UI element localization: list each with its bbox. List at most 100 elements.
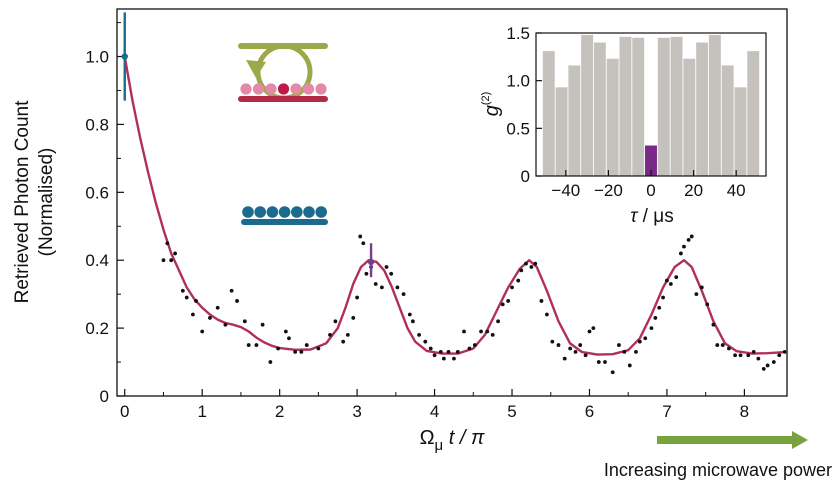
ground-atom [278, 206, 291, 218]
inset-bar [734, 87, 747, 176]
data-point [169, 258, 174, 263]
data-point [699, 285, 704, 290]
data-point [417, 332, 421, 337]
data-point [519, 268, 524, 273]
data-point [573, 349, 578, 354]
data-point [276, 346, 281, 351]
data-point [401, 292, 406, 297]
x-tick-label: 6 [585, 402, 594, 421]
data-point [254, 343, 259, 347]
data-point [452, 356, 456, 361]
inset-bar [542, 51, 555, 176]
data-point [756, 356, 761, 361]
pink-atom [252, 83, 265, 95]
inset-x-tick-label: 20 [684, 181, 703, 200]
data-point [358, 234, 363, 239]
data-point [395, 285, 400, 290]
data-point [591, 326, 596, 331]
ground-atom [266, 206, 279, 218]
inset-plot: −40 −20 0 20 40 0 0.5 1.0 1.5 g(2) τ / μs [480, 24, 767, 227]
inset-bars-group [542, 34, 760, 177]
data-point [777, 353, 782, 358]
data-point [364, 271, 369, 276]
inset-bar [708, 34, 721, 177]
data-point [510, 285, 514, 290]
inset-bar [683, 58, 696, 176]
data-point [455, 349, 460, 354]
ground-atom-row [242, 206, 328, 218]
data-point [410, 319, 415, 324]
data-point [223, 322, 228, 327]
data-point [246, 343, 251, 347]
pink-atom [315, 83, 327, 95]
x-tick-label: 5 [507, 402, 516, 421]
inset-x-axis-label-sym: τ [630, 206, 639, 227]
pink-atom [302, 83, 315, 95]
data-point [643, 336, 648, 341]
data-point [705, 302, 710, 307]
data-point [556, 343, 561, 347]
data-point [462, 329, 466, 334]
data-point [341, 339, 346, 344]
data-point [389, 271, 394, 276]
x-tick-label: 1 [197, 402, 206, 421]
x-tick-label: 7 [662, 402, 671, 421]
data-point [200, 329, 205, 334]
atom-line-red [238, 96, 328, 102]
error-bar-point [121, 53, 128, 60]
y-tick-label: 0.8 [85, 115, 109, 134]
data-point [637, 339, 642, 344]
data-point [428, 346, 433, 351]
x-axis-label-rest: t / π [443, 427, 485, 449]
power-arrow-head [792, 431, 808, 449]
data-point [268, 360, 273, 364]
inset-bar [555, 87, 568, 176]
data-point [596, 360, 601, 364]
atom-line-blue [241, 219, 328, 225]
data-point [751, 349, 756, 354]
data-point [617, 343, 621, 347]
data-point [674, 275, 679, 280]
data-point [208, 316, 212, 320]
data-point [746, 353, 751, 358]
pink-atom [240, 83, 252, 95]
data-point [694, 292, 699, 297]
data-point [622, 349, 627, 354]
data-point [316, 346, 321, 351]
data-point [173, 251, 177, 256]
data-point [529, 265, 534, 269]
inset-bar-highlight [645, 145, 657, 176]
inset-bar [696, 42, 709, 177]
inset-bar [747, 51, 760, 176]
inset-y-tick-label: 0.5 [506, 119, 530, 138]
inset-bar [568, 65, 581, 176]
data-point [711, 322, 716, 327]
data-point [682, 244, 686, 249]
x-axis-label-main: Ω [420, 427, 435, 449]
inset-y-axis-label-main: g [481, 105, 503, 116]
main-axis-ticks: 0 1 2 3 4 5 6 7 8 0 0.2 0.4 0.6 0.8 1.0 [85, 22, 749, 421]
data-point [539, 299, 544, 303]
data-point [661, 295, 665, 300]
data-point [283, 329, 288, 334]
power-arrow-shaft [657, 436, 793, 444]
y-tick-label: 1.0 [85, 48, 109, 67]
data-point [544, 312, 549, 317]
x-axis-label: Ωμ t / π [420, 427, 485, 454]
data-point [229, 288, 234, 293]
data-point [215, 305, 220, 310]
data-point [432, 353, 437, 358]
data-point [472, 343, 477, 347]
data-point [351, 316, 356, 320]
pink-atom-row [240, 83, 327, 95]
inset-x-tick-label: −20 [594, 181, 623, 200]
data-point [686, 237, 691, 242]
x-tick-label: 2 [275, 402, 284, 421]
data-point [485, 329, 490, 334]
data-point [328, 332, 332, 337]
data-point [715, 343, 720, 347]
y-tick-label: 0.4 [85, 251, 109, 270]
data-point [165, 241, 170, 246]
data-points-group [161, 234, 787, 375]
